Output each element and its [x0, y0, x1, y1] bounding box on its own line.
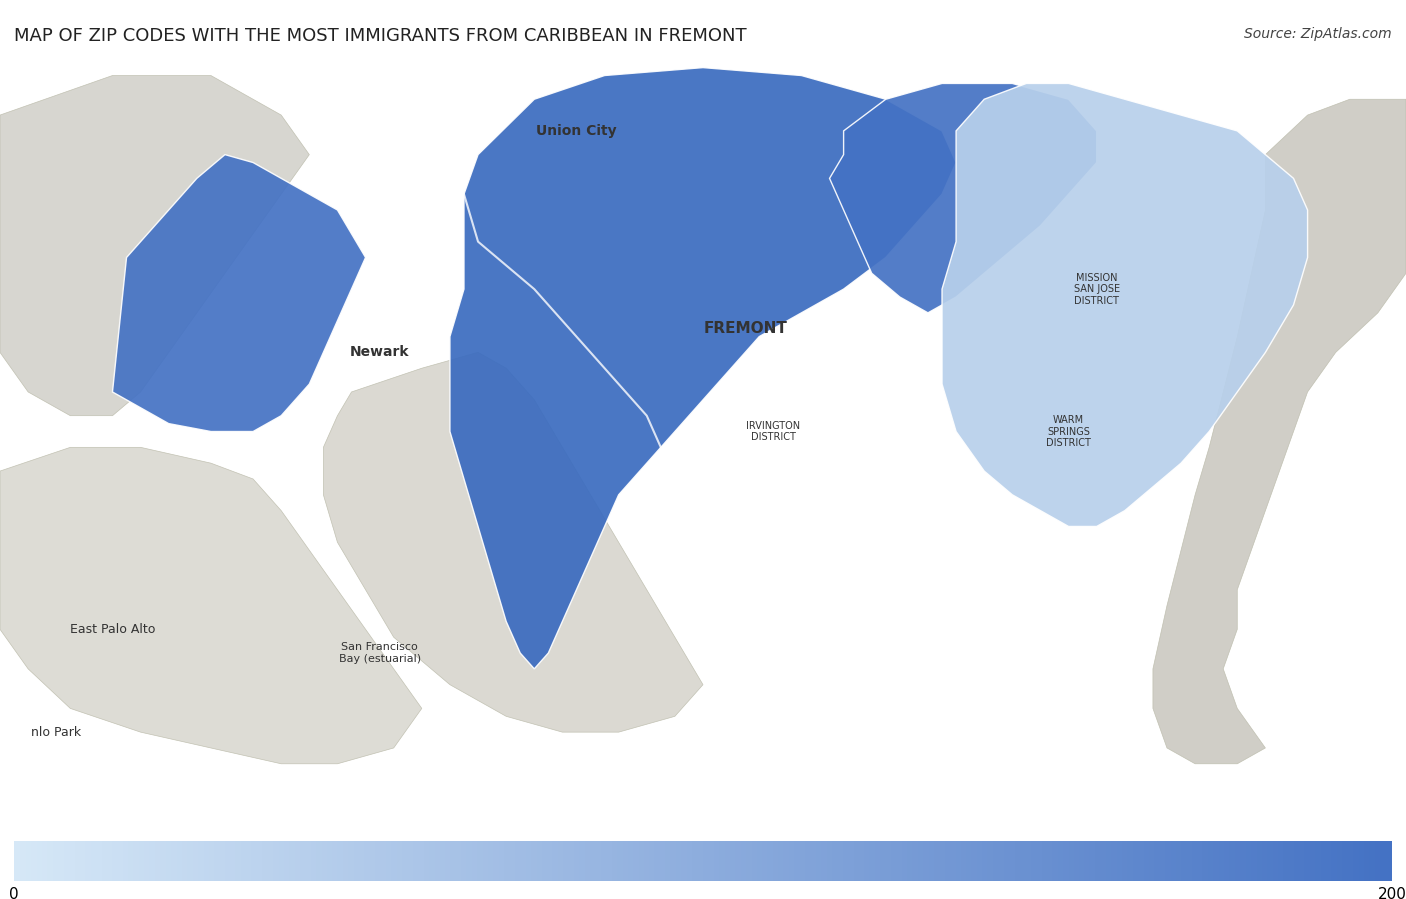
- Text: IRVINGTON
DISTRICT: IRVINGTON DISTRICT: [747, 421, 800, 442]
- Text: MAP OF ZIP CODES WITH THE MOST IMMIGRANTS FROM CARIBBEAN IN FREMONT: MAP OF ZIP CODES WITH THE MOST IMMIGRANT…: [14, 27, 747, 45]
- Polygon shape: [450, 67, 956, 669]
- Text: East Palo Alto: East Palo Alto: [70, 623, 155, 636]
- Text: WARM
SPRINGS
DISTRICT: WARM SPRINGS DISTRICT: [1046, 415, 1091, 448]
- Text: MISSION
SAN JOSE
DISTRICT: MISSION SAN JOSE DISTRICT: [1074, 272, 1119, 306]
- Polygon shape: [323, 352, 703, 732]
- Polygon shape: [830, 84, 1097, 313]
- Text: Union City: Union City: [536, 124, 617, 138]
- Polygon shape: [0, 448, 422, 764]
- Polygon shape: [942, 84, 1308, 527]
- Text: FREMONT: FREMONT: [703, 321, 787, 336]
- Text: nlo Park: nlo Park: [31, 725, 82, 739]
- Polygon shape: [0, 76, 309, 415]
- Text: Newark: Newark: [350, 345, 409, 360]
- Polygon shape: [1153, 99, 1406, 764]
- Text: Source: ZipAtlas.com: Source: ZipAtlas.com: [1244, 27, 1392, 41]
- Text: San Francisco
Bay (estuarial): San Francisco Bay (estuarial): [339, 642, 420, 663]
- Polygon shape: [112, 155, 366, 432]
